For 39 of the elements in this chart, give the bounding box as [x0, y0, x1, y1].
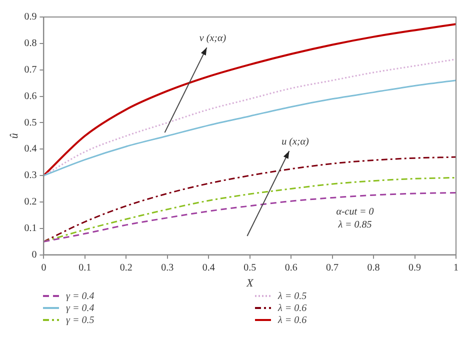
y-tick-label: 0.5	[24, 117, 37, 128]
line-series	[44, 80, 456, 176]
x-tick-label: 0.1	[78, 262, 92, 274]
legend-label: γ = 0.4	[66, 302, 94, 314]
x-axis-title: X	[245, 277, 254, 290]
y-tick-label: 0	[32, 249, 37, 260]
x-tick-label: 0.4	[202, 262, 215, 274]
x-tick-label: 0.5	[244, 262, 256, 274]
y-tick-label: 0.2	[24, 196, 37, 208]
line-series	[44, 156, 456, 242]
legend-label: γ = 0.5	[66, 314, 94, 326]
x-tick-label: 0.8	[367, 262, 380, 274]
x-tick-label: 0.2	[120, 262, 132, 274]
x-tick-label: 0.3	[161, 262, 174, 274]
x-tick-label: 0.7	[326, 262, 339, 274]
x-tick-label: 0.9	[408, 262, 422, 274]
y-tick-label: 0.7	[24, 64, 37, 76]
annotation: v (x;α)	[199, 33, 227, 44]
y-axis-title: û	[8, 132, 20, 139]
legend-label: λ = 0.6	[278, 302, 307, 314]
x-tick-label: 1	[454, 262, 458, 274]
legend-label: λ = 0.6	[278, 314, 307, 326]
y-tick-label: 0.9	[24, 12, 37, 23]
annotation: α-cut = 0	[336, 206, 374, 218]
y-tick-label: 0.1	[24, 223, 37, 234]
legend-label: γ = 0.4	[66, 290, 94, 302]
line-series	[44, 176, 456, 242]
line-series	[44, 23, 456, 177]
annotation: u (x;α)	[282, 136, 310, 148]
legend-label: λ = 0.5	[278, 290, 307, 302]
y-tick-label: 0.8	[24, 38, 37, 50]
y-tick-label: 0.4	[24, 144, 37, 155]
annotation: λ = 0.85	[337, 220, 372, 231]
line-series	[44, 58, 456, 176]
line-series	[44, 192, 456, 242]
x-tick-label: 0.6	[284, 262, 298, 274]
x-tick-label: 0	[41, 262, 46, 274]
y-tick-label: 0.6	[24, 90, 37, 102]
y-tick-label: 0.3	[24, 170, 37, 182]
